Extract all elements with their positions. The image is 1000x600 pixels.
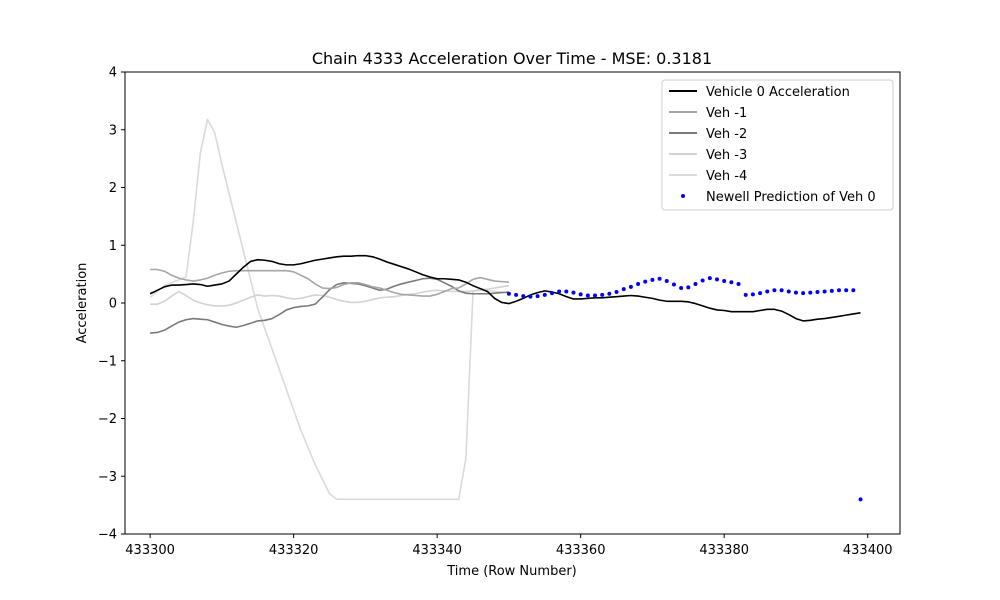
legend-item: Veh -4 <box>669 169 747 184</box>
series-veh-4-line <box>149 118 509 501</box>
y-tick-label: −1 <box>98 354 117 369</box>
prediction-point <box>557 289 562 294</box>
legend-item: Veh -1 <box>669 106 747 121</box>
x-tick-label: 433340 <box>412 543 462 558</box>
prediction-point <box>786 289 791 294</box>
prediction-point <box>585 293 590 298</box>
prediction-point <box>636 281 641 286</box>
prediction-point <box>593 293 598 298</box>
prediction-point <box>851 288 856 293</box>
legend-label: Vehicle 0 Acceleration <box>706 85 850 100</box>
x-tick-label: 433380 <box>699 543 749 558</box>
y-axis-ticks: −4 −3 −2 −1 0 1 2 3 4 <box>98 66 125 543</box>
series-vehicle-0-acceleration-line <box>149 254 861 322</box>
prediction-point <box>801 291 806 296</box>
prediction-point <box>600 292 605 297</box>
prediction-point <box>765 289 770 294</box>
prediction-point <box>715 277 720 282</box>
x-tick-label: 433300 <box>125 543 175 558</box>
prediction-point <box>808 290 813 295</box>
prediction-point <box>643 279 648 284</box>
legend-label: Veh -2 <box>706 127 747 142</box>
legend-label: Veh -1 <box>706 106 747 121</box>
legend-label: Veh -3 <box>706 148 747 163</box>
legend-box <box>661 79 894 211</box>
legend-item: Vehicle 0 Acceleration <box>669 85 850 100</box>
prediction-point <box>829 288 834 293</box>
series-veh-3-line <box>150 284 510 307</box>
x-tick-label: 433400 <box>843 543 893 558</box>
y-axis-label: Acceleration <box>75 263 90 344</box>
prediction-point <box>578 292 583 297</box>
y-tick-label: 4 <box>109 66 117 81</box>
y-tick-label: 1 <box>109 239 117 254</box>
legend-item: Veh -2 <box>669 127 747 142</box>
prediction-point <box>571 290 576 295</box>
prediction-point <box>758 291 763 296</box>
prediction-point <box>671 282 676 287</box>
prediction-point <box>628 284 633 289</box>
y-tick-label: −3 <box>98 470 117 485</box>
x-tick-label: 433320 <box>269 543 319 558</box>
x-axis-label: Time (Row Number) <box>446 564 576 579</box>
prediction-point <box>521 294 526 299</box>
legend-label: Newell Prediction of Veh 0 <box>706 190 876 205</box>
legend: Vehicle 0 Acceleration Veh -1 Veh -2 Veh -3… <box>661 79 894 211</box>
prediction-point <box>822 289 827 294</box>
prediction-point <box>607 291 612 296</box>
prediction-point <box>614 290 619 295</box>
prediction-point <box>542 292 547 297</box>
prediction-point <box>549 291 554 296</box>
y-tick-label: 3 <box>109 123 117 138</box>
prediction-point <box>528 294 533 299</box>
prediction-point <box>750 292 755 297</box>
prediction-point <box>664 279 669 284</box>
prediction-point <box>707 276 712 281</box>
prediction-point <box>793 290 798 295</box>
y-tick-label: 2 <box>109 181 117 196</box>
y-tick-label: −4 <box>98 528 117 543</box>
x-axis-ticks: 433300 433320 433340 433360 433380 433400 <box>125 534 893 558</box>
prediction-point <box>743 292 748 297</box>
legend-swatch <box>681 194 685 198</box>
legend-label: Veh -4 <box>706 169 747 184</box>
prediction-point <box>535 294 540 299</box>
prediction-point <box>736 281 741 286</box>
prediction-point <box>858 497 863 502</box>
prediction-point <box>679 285 684 290</box>
prediction-point <box>621 287 626 292</box>
prediction-point <box>815 290 820 295</box>
prediction-point <box>564 289 569 294</box>
prediction-point <box>779 288 784 293</box>
prediction-point <box>506 291 511 296</box>
prediction-point <box>729 280 734 285</box>
prediction-point <box>657 276 662 281</box>
x-tick-label: 433360 <box>556 543 606 558</box>
prediction-point <box>844 288 849 293</box>
prediction-point <box>837 288 841 293</box>
y-tick-label: 0 <box>109 297 117 312</box>
legend-item: Veh -3 <box>669 148 747 163</box>
y-tick-label: −2 <box>98 412 117 427</box>
chart-title: Chain 4333 Acceleration Over Time - MSE:… <box>312 49 712 68</box>
prediction-point <box>693 281 698 286</box>
series-veh-2-line <box>150 277 509 334</box>
prediction-point <box>514 292 519 297</box>
prediction-point <box>700 278 705 283</box>
prediction-point <box>650 277 655 282</box>
legend-item: Newell Prediction of Veh 0 <box>681 190 876 205</box>
series-layer <box>149 118 863 502</box>
series-newell-prediction-of-veh-0 <box>506 276 863 502</box>
prediction-point <box>772 288 777 293</box>
prediction-point <box>722 279 727 284</box>
series-veh-1-line <box>150 268 509 297</box>
prediction-point <box>686 285 691 290</box>
